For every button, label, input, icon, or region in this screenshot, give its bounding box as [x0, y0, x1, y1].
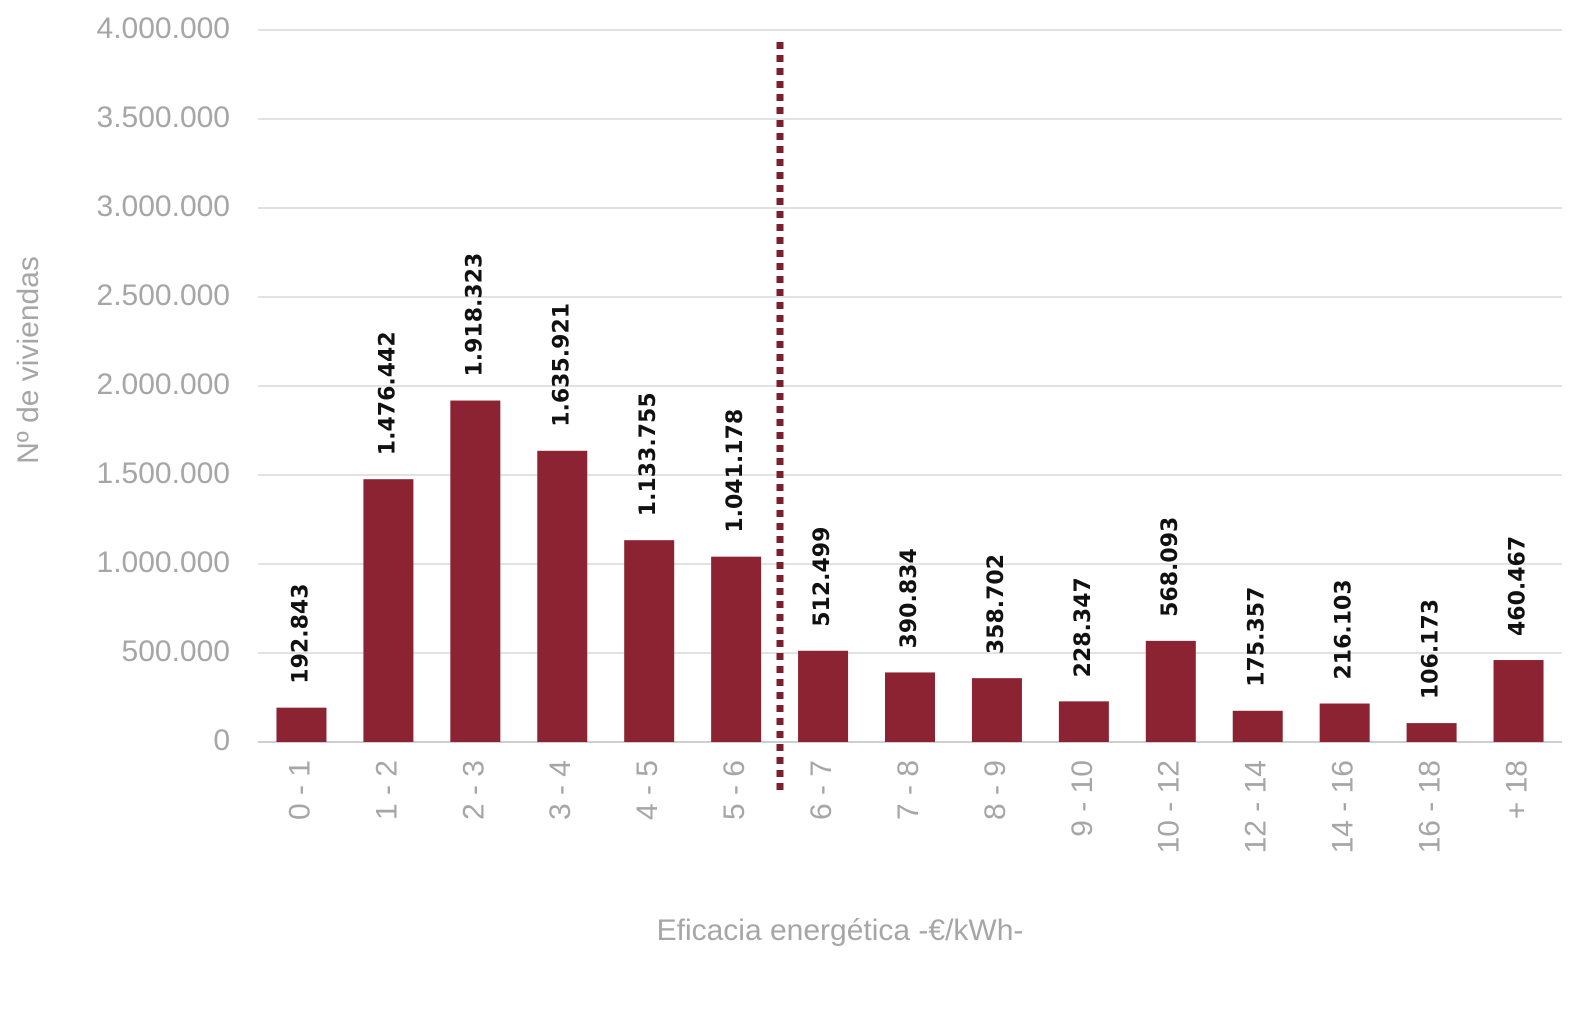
x-tick-label: 9 - 10	[1066, 760, 1099, 837]
x-tick-label: 14 - 16	[1327, 760, 1360, 853]
x-tick-label: 2 - 3	[457, 760, 490, 820]
bar	[450, 400, 501, 742]
value-label: 1.476.442	[375, 331, 400, 455]
x-tick-label: 3 - 4	[544, 760, 577, 820]
value-label: 1.635.921	[549, 303, 574, 427]
value-label: 460.467	[1506, 536, 1531, 636]
x-tick-label: 1 - 2	[370, 760, 403, 820]
value-label: 228.347	[1071, 577, 1096, 677]
x-tick-label: 0 - 1	[283, 760, 316, 820]
bar	[1406, 723, 1457, 742]
value-label: 106.173	[1419, 599, 1444, 699]
value-label: 175.357	[1245, 587, 1270, 687]
bar	[711, 556, 762, 742]
value-label: 512.499	[810, 527, 835, 627]
x-tick-label: 12 - 14	[1240, 760, 1273, 853]
x-tick-label: 7 - 8	[892, 760, 925, 820]
x-tick-label: + 18	[1500, 760, 1533, 819]
x-tick-label: 6 - 7	[805, 760, 838, 820]
value-label: 358.702	[984, 554, 1009, 654]
x-tick-label: 16 - 18	[1414, 760, 1447, 853]
bar	[1058, 701, 1109, 742]
y-tick-label: 500.000	[122, 635, 230, 668]
bar	[1493, 660, 1544, 742]
value-label: 390.834	[897, 548, 922, 648]
y-tick-label: 2.000.000	[97, 368, 230, 401]
y-tick-label: 2.500.000	[97, 279, 230, 312]
x-tick-label: 10 - 12	[1153, 760, 1186, 853]
bar	[798, 650, 849, 742]
y-tick-label: 1.000.000	[97, 546, 230, 579]
x-tick-label: 5 - 6	[718, 760, 751, 820]
bar	[971, 678, 1022, 742]
x-axis-title: Eficacia energética -€/kWh-	[657, 914, 1024, 947]
bar	[1319, 703, 1370, 742]
bar	[624, 540, 675, 742]
value-label: 1.133.755	[636, 392, 661, 516]
y-tick-label: 3.500.000	[97, 101, 230, 134]
bar	[537, 450, 588, 742]
bar	[885, 672, 935, 742]
x-tick-label: 8 - 9	[979, 760, 1012, 820]
value-label: 568.093	[1158, 517, 1183, 617]
bar	[276, 707, 327, 742]
y-axis-title: Nº de viviendas	[12, 256, 45, 464]
y-tick-label: 4.000.000	[97, 12, 230, 45]
y-tick-label: 3.000.000	[97, 190, 230, 223]
y-tick-label: 1.500.000	[97, 457, 230, 490]
y-tick-label: 0	[213, 724, 230, 757]
bars	[276, 400, 1544, 742]
value-label: 1.041.178	[723, 409, 748, 533]
value-label: 1.918.323	[462, 253, 487, 377]
bar	[1232, 710, 1283, 742]
bar	[1145, 640, 1196, 742]
x-tick-label: 4 - 5	[631, 760, 664, 820]
value-label: 216.103	[1332, 579, 1357, 679]
bar	[363, 479, 414, 742]
value-label: 192.843	[288, 583, 313, 683]
